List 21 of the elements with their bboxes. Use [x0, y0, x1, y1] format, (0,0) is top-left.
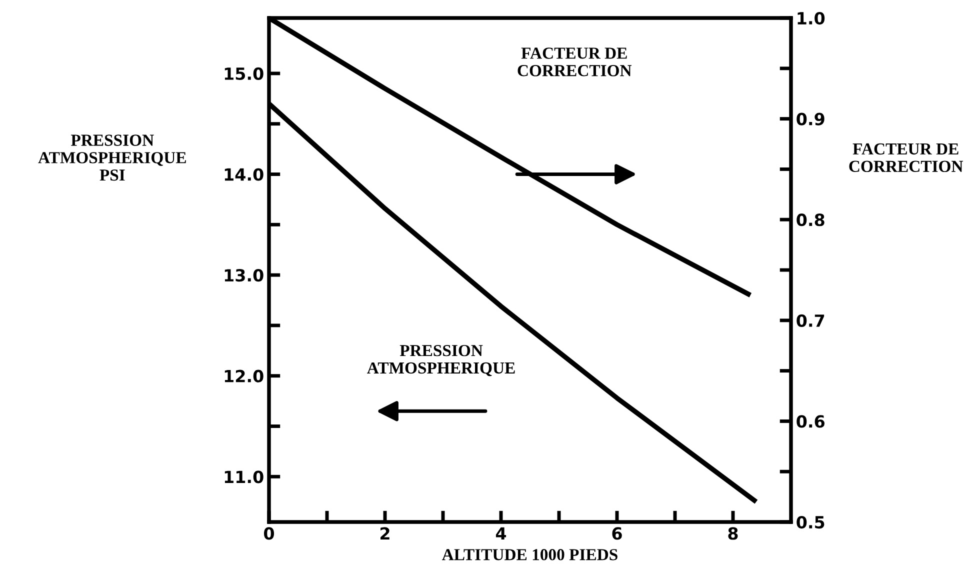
y-tick-label: 13.0 [224, 269, 264, 282]
x-axis-title: ALTITUDE 1000 PIEDS [442, 549, 618, 560]
y2-tick-label: 0.5 [796, 516, 824, 529]
y2-tick-label: 0.8 [796, 214, 824, 226]
y-tick-label: 12.0 [224, 370, 264, 382]
x-tick-label: 6 [612, 527, 622, 540]
y2-tick-label: 0.7 [796, 314, 824, 327]
y-axis-title: PRESSION ATMOSPHERIQUE PSI [38, 134, 186, 181]
y-tick-label: 11.0 [224, 470, 264, 484]
y2-tick-label: 0.9 [796, 112, 824, 126]
y-tick-label: 15.0 [224, 67, 264, 80]
annotation: FACTEUR DE CORRECTION [518, 48, 632, 76]
x-tick-label: 4 [496, 527, 506, 540]
x-tick-label: 2 [380, 527, 390, 540]
x-tick-label: 8 [728, 527, 738, 540]
y-tick-label: 14.0 [224, 168, 264, 181]
annotation: PRESSION ATMOSPHERIQUE [367, 344, 515, 376]
y2-axis-title: FACTEUR DE CORRECTION [849, 143, 964, 172]
x-tick-label: 0 [264, 527, 274, 540]
y2-tick-label: 1.0 [798, 12, 825, 25]
y2-tick-label: 0.6 [796, 415, 824, 428]
